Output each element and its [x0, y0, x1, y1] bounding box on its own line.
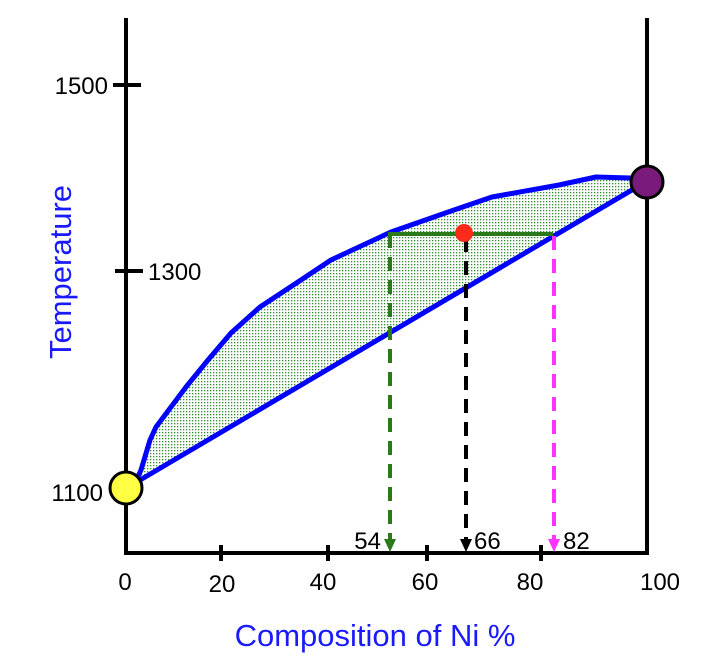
x-tick-label-100: 100 [640, 569, 680, 596]
liquid-composition-label: 82 [563, 528, 590, 555]
solid-composition-label: 54 [354, 528, 381, 555]
overall-point [455, 224, 473, 242]
x-tick-label-80: 80 [517, 569, 544, 596]
y-tick-label-1500: 1500 [55, 73, 108, 100]
liquid-arrowhead [548, 539, 560, 552]
x-tick-label-60: 60 [412, 569, 439, 596]
x-tick-label-40: 40 [310, 569, 337, 596]
y-tick-label-1100: 1100 [51, 480, 103, 507]
overall-composition-label: 66 [474, 528, 501, 555]
pure-cu-melting-point [108, 470, 144, 506]
x-axis-title: Composition of Ni % [235, 618, 516, 653]
liquidus-curve [132, 174, 646, 485]
x-tick-label-20: 20 [209, 571, 236, 598]
pure-ni-melting-point [629, 164, 665, 200]
y-tick-label-1300: 1300 [148, 259, 201, 286]
overall-arrowhead [460, 539, 472, 552]
y-axis-title: Temperature [43, 185, 78, 359]
x-tick-label-0: 0 [118, 569, 131, 596]
solid-arrowhead [384, 539, 396, 552]
